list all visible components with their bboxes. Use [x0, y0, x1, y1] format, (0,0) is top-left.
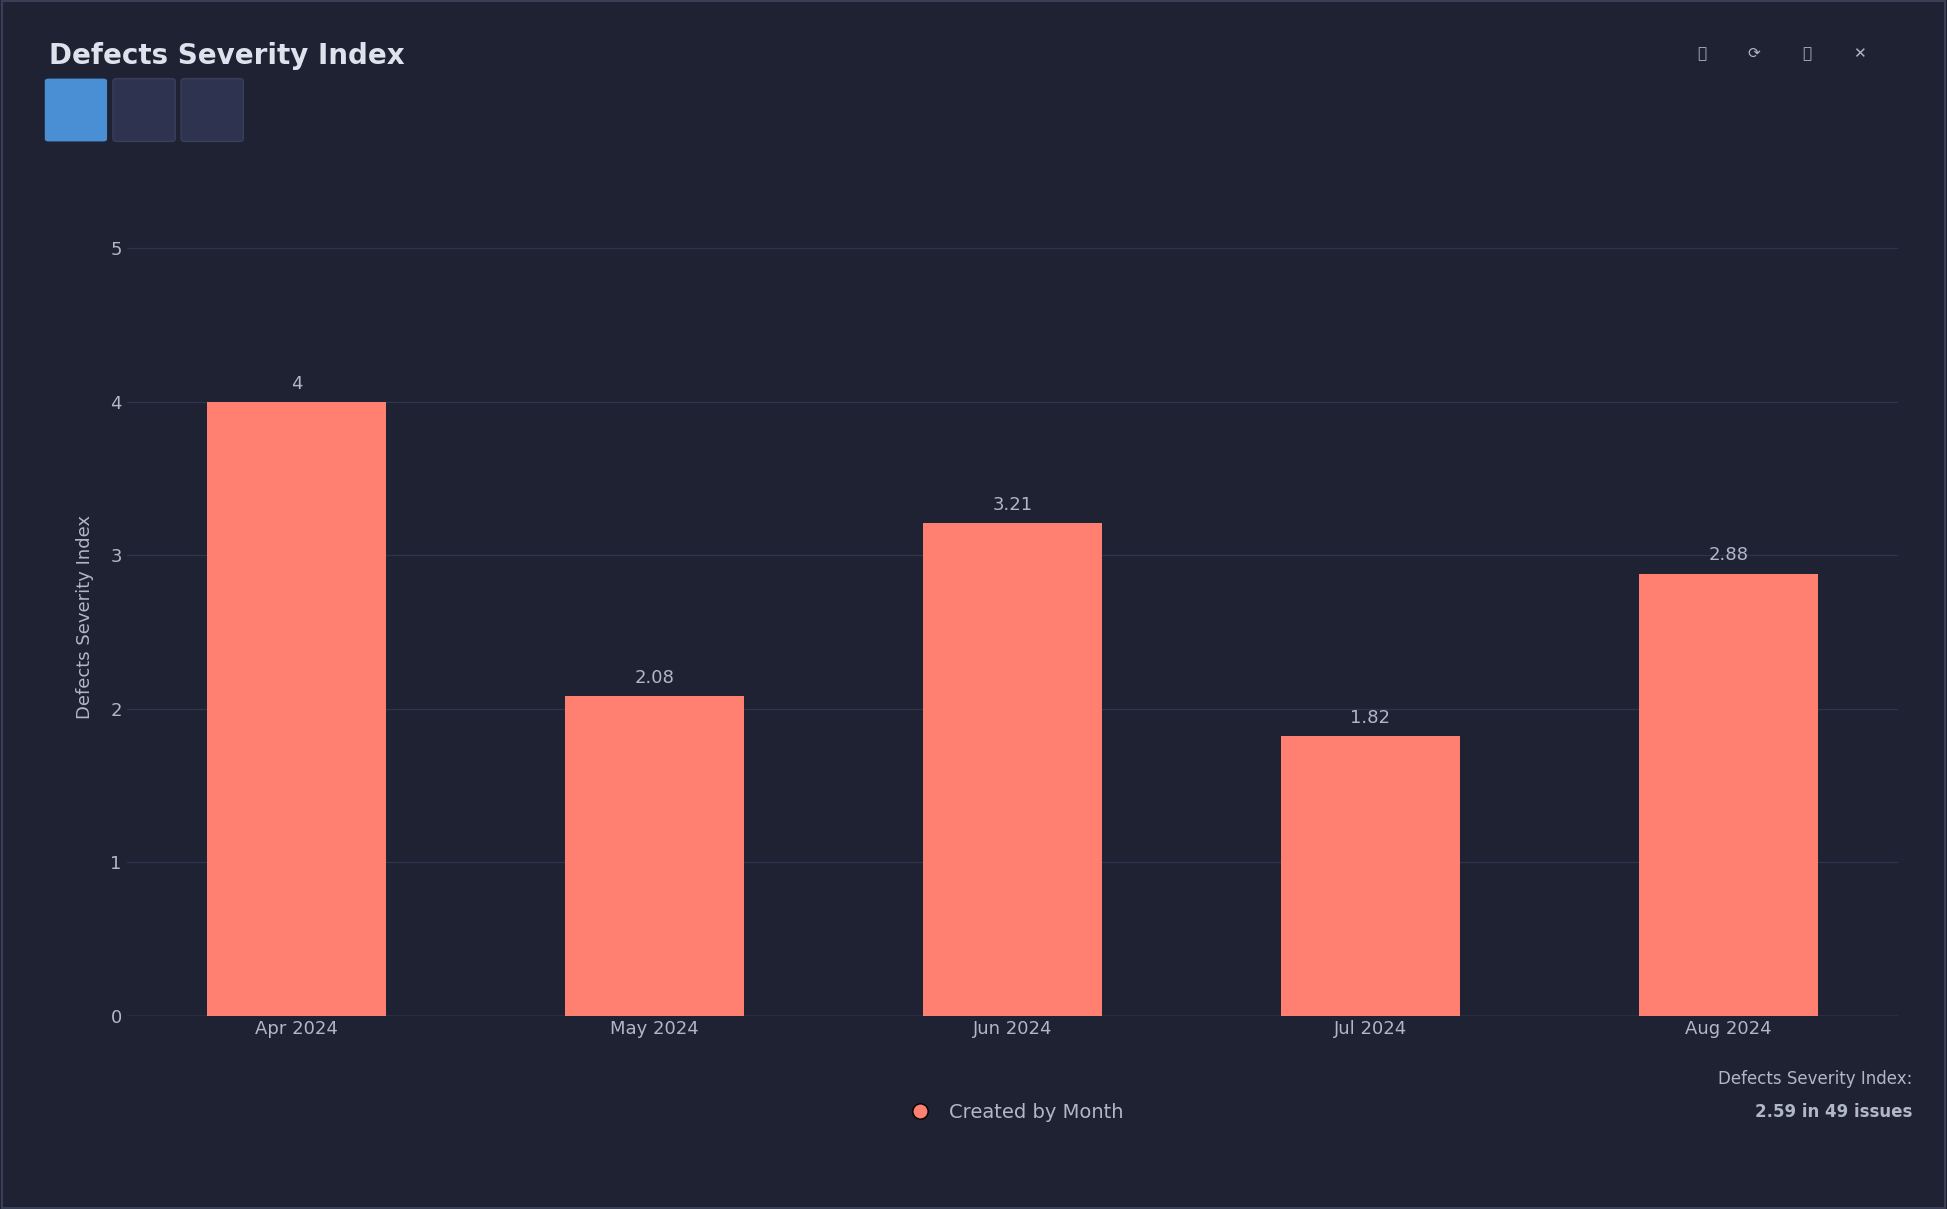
Text: 3.21: 3.21	[993, 496, 1032, 514]
Text: Defects Severity Index: Defects Severity Index	[49, 42, 405, 70]
Bar	[1639, 573, 1818, 1016]
Bar	[206, 401, 386, 1016]
Bar	[1281, 736, 1460, 1016]
Text: ✕: ✕	[1854, 46, 1865, 60]
Text: 2.59 in 49 issues: 2.59 in 49 issues	[1754, 1103, 1912, 1121]
Bar	[565, 696, 744, 1016]
Legend: Created by Month: Created by Month	[894, 1095, 1131, 1129]
Text: ⤢: ⤢	[1803, 46, 1811, 60]
Text: 2.08: 2.08	[635, 669, 674, 687]
Text: 2.88: 2.88	[1708, 546, 1748, 565]
Y-axis label: Defects Severity Index: Defects Severity Index	[76, 515, 93, 718]
Text: 4: 4	[290, 375, 302, 393]
Text: Defects Severity Index:: Defects Severity Index:	[1717, 1070, 1912, 1088]
Text: ⟳: ⟳	[1748, 46, 1760, 60]
Text: 1.82: 1.82	[1351, 708, 1390, 727]
Text: 🔗: 🔗	[1698, 46, 1706, 60]
Bar	[923, 523, 1102, 1016]
